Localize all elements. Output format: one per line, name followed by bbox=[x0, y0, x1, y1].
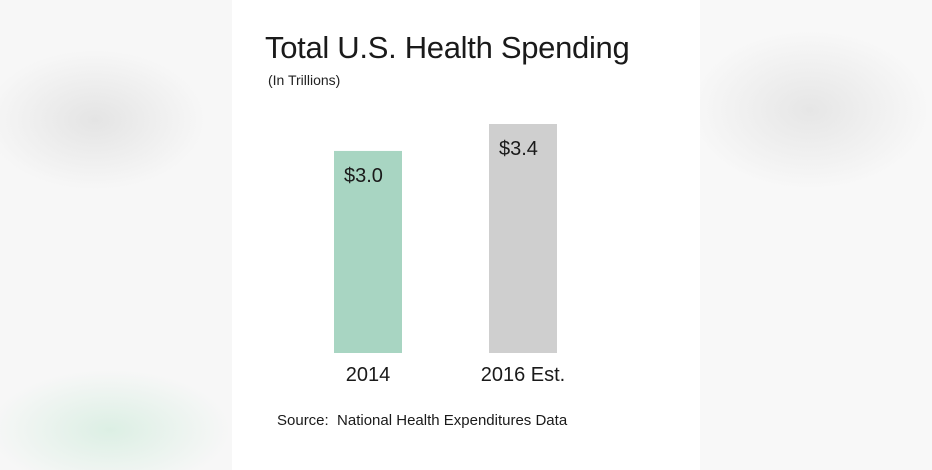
blurred-background-right bbox=[700, 0, 932, 470]
chart-title: Total U.S. Health Spending bbox=[265, 30, 630, 65]
bar-1 bbox=[489, 124, 557, 353]
category-label-1: 2016 Est. bbox=[481, 364, 566, 386]
chart-source: Source: National Health Expenditures Dat… bbox=[277, 412, 568, 429]
bar-value-label-0: $3.0 bbox=[344, 165, 383, 187]
chart-subtitle: (In Trillions) bbox=[268, 72, 341, 88]
chart-panel: Total U.S. Health Spending (In Trillions… bbox=[232, 0, 700, 470]
blurred-background-left bbox=[0, 0, 232, 470]
bar-value-label-1: $3.4 bbox=[499, 138, 538, 160]
category-label-0: 2014 bbox=[346, 364, 391, 386]
bar-chart: $3.0 2014 $3.4 2016 Est. bbox=[334, 124, 566, 386]
bar-0 bbox=[334, 150, 402, 353]
